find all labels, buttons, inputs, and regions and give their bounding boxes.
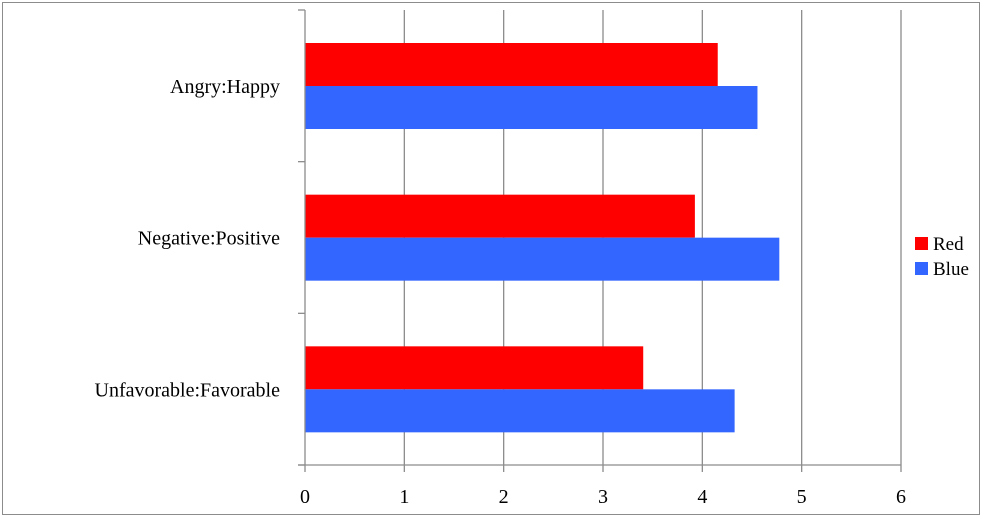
bar-blue-2 bbox=[305, 237, 780, 281]
x-tick-label-3: 3 bbox=[598, 486, 608, 508]
x-tick-label-2: 2 bbox=[499, 486, 509, 508]
legend-swatch-red bbox=[915, 237, 928, 250]
x-tick-label-0: 0 bbox=[300, 486, 310, 508]
x-tick-label-4: 4 bbox=[697, 486, 707, 508]
legend-label-blue: Blue bbox=[933, 259, 969, 280]
legend: Red Blue bbox=[915, 234, 969, 280]
x-tick-label-1: 1 bbox=[399, 486, 409, 508]
x-tick-label-6: 6 bbox=[896, 486, 906, 508]
category-labels: Angry:Happy Negative:Positive Unfavorable:… bbox=[95, 76, 281, 401]
x-tick-label-5: 5 bbox=[797, 486, 807, 508]
legend-label-red: Red bbox=[933, 234, 964, 255]
category-label-3: Unfavorable:Favorable bbox=[95, 379, 281, 401]
bar-red-3 bbox=[305, 346, 644, 390]
bar-blue-3 bbox=[305, 389, 735, 433]
bar-red-2 bbox=[305, 194, 695, 238]
category-label-2: Negative:Positive bbox=[138, 228, 280, 250]
category-label-1: Angry:Happy bbox=[170, 76, 280, 98]
x-tick-labels: 0 1 2 3 4 5 6 bbox=[300, 486, 906, 508]
bars bbox=[305, 43, 780, 433]
axes bbox=[298, 9, 902, 472]
legend-swatch-blue bbox=[915, 262, 928, 275]
bar-red-1 bbox=[305, 43, 718, 86]
bar-blue-1 bbox=[305, 86, 758, 129]
